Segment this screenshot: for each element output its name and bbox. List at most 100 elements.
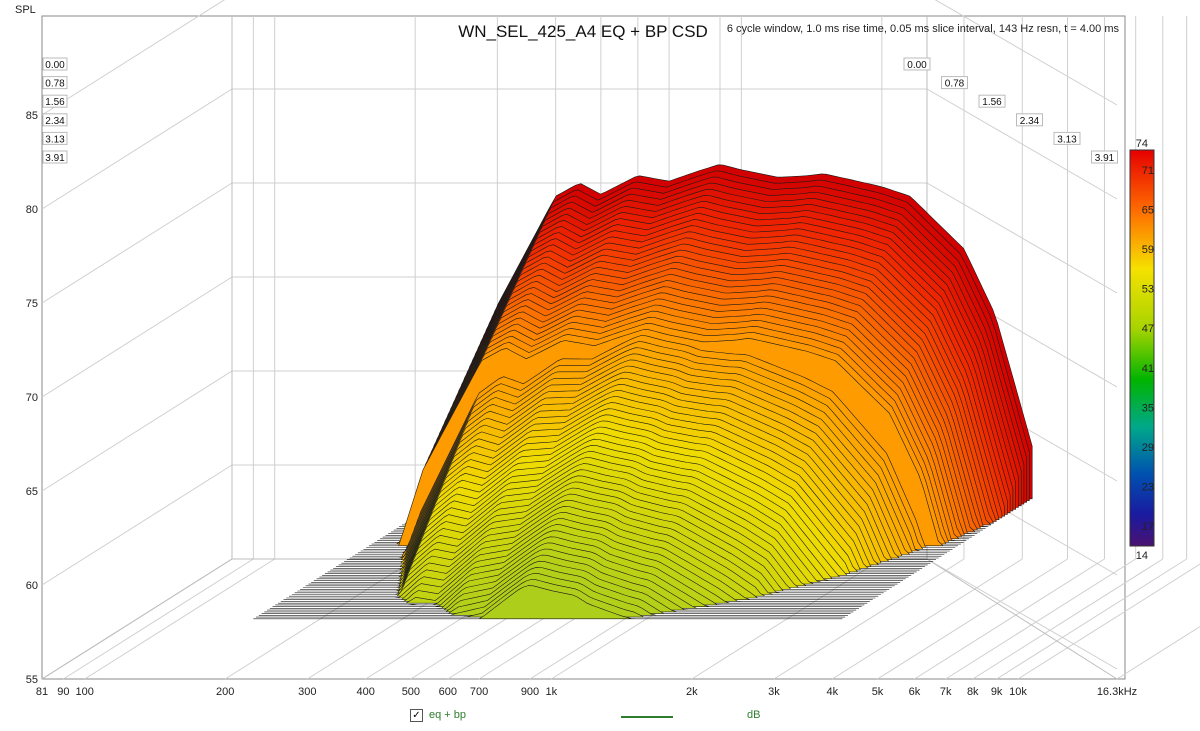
grid-line-right-spl (926, 558, 1118, 670)
time-label-right: 1.56 (982, 97, 1002, 108)
time-box-left (42, 131, 68, 145)
x-tick-label: 300 (298, 686, 316, 698)
colorbar-tick-label: 17 (1142, 521, 1154, 533)
x-tick-label: 16.3kHz (1097, 686, 1137, 698)
colorbar-tick-label: 23 (1142, 482, 1154, 494)
x-tick-label: 600 (439, 686, 457, 698)
grid-line-floor-freq (972, 558, 1164, 680)
time-box-left (42, 76, 68, 90)
grid-line-right-spl (926, 88, 1118, 200)
x-tick-label: 3k (768, 686, 780, 698)
legend-unit: dB (747, 709, 761, 721)
chart-title: WN_SEL_425_A4 EQ + BP CSD (458, 22, 708, 41)
time-label-right: 0.00 (907, 60, 927, 71)
y-tick-label: 85 (26, 110, 38, 122)
x-tick-label: 700 (470, 686, 488, 698)
grid-line-floor-freq (877, 558, 1068, 680)
floor-right-edge (926, 558, 1118, 680)
time-label-left: 0.78 (45, 79, 65, 90)
time-box-left (42, 57, 68, 71)
grid-line-floor-freq (84, 558, 275, 680)
csd-slice (253, 585, 843, 620)
time-label-left: 2.34 (45, 116, 65, 127)
x-tick-label: 4k (826, 686, 838, 698)
time-label-left: 3.13 (45, 134, 65, 145)
x-tick-label: 7k (940, 686, 952, 698)
grid-line-floor-freq (996, 558, 1187, 680)
grid-line-floor-freq (945, 558, 1136, 680)
legend: ✓ eq + bp dB (410, 707, 810, 727)
time-label-right: 2.34 (1020, 116, 1040, 127)
colorbar-tick-label: 59 (1142, 244, 1154, 256)
time-label-left: 0.00 (45, 60, 65, 71)
time-label-right: 3.91 (1095, 153, 1115, 164)
time-box-right (903, 57, 931, 71)
x-tick-label: 9k (991, 686, 1003, 698)
x-tick-label: 900 (521, 686, 539, 698)
y-tick-label: 70 (26, 392, 38, 404)
colorbar-tick-label: 35 (1142, 402, 1154, 414)
grid-line-left-spl (41, 88, 233, 210)
x-tick-label: 6k (909, 686, 921, 698)
x-tick-label: 8k (967, 686, 979, 698)
series-checkbox[interactable]: ✓ (410, 709, 423, 722)
time-label-right: 3.13 (1057, 134, 1077, 145)
x-tick-label: 500 (402, 686, 420, 698)
y-tick-label: 75 (26, 298, 38, 310)
colorbar-tick-label: 29 (1142, 442, 1154, 454)
x-tick-label: 2k (686, 686, 698, 698)
grid-line-floor-freq (832, 558, 1023, 680)
legend-series-name: eq + bp (429, 709, 467, 721)
time-label-left: 3.91 (45, 153, 65, 164)
y-tick-label: 65 (26, 486, 38, 498)
colorbar-tick-label: 47 (1142, 323, 1154, 335)
y-axis-label: SPL (15, 4, 36, 16)
colorbar: 74 71 65 59 53 47 41 35 29 23 17 14 (1129, 138, 1155, 562)
colorbar-gradient (1129, 149, 1155, 547)
grid-line-floor-freq (1116, 625, 1200, 680)
y-tick-label: 55 (26, 674, 38, 686)
x-tick-label: 90 (57, 686, 69, 698)
time-box-left (42, 94, 68, 108)
grid-line-left-spl (41, 464, 233, 586)
y-tick-label: 80 (26, 204, 38, 216)
grid-line-floor-freq (773, 558, 965, 680)
plot-frame (41, 15, 1126, 680)
time-box-right (1091, 150, 1118, 164)
axes: 81 90 100 200 300 400 500 600 700 900 1k 2k 3k 4k 5k 6k… (26, 110, 1137, 698)
time-box-left (42, 113, 68, 127)
grid-line-floor-freq (1017, 563, 1200, 680)
grid-line-left-spl (41, 0, 226, 116)
x-tick-label: 100 (76, 686, 94, 698)
time-box-right (978, 94, 1006, 108)
x-tick-label: 81 (36, 686, 48, 698)
grid-line-floor-freq (63, 558, 254, 680)
grid-line-right-spl (926, 182, 1118, 294)
time-box-right (1016, 113, 1043, 127)
floor-left-edge (41, 558, 233, 680)
waterfall-surface (253, 164, 1033, 620)
colorbar-tick-label: 74 (1136, 138, 1148, 150)
time-label-right: 0.78 (945, 79, 965, 90)
time-box-right (1053, 131, 1081, 145)
x-tick-label: 1k (546, 686, 558, 698)
grid-line-floor-freq (914, 558, 1105, 680)
time-slice-labels: 0.00 0.00 0.78 0.78 1.56 1.56 2.34 2.34 3.13 3.13… (42, 57, 1118, 164)
y-tick-label: 60 (26, 580, 38, 592)
time-box-right (941, 76, 968, 90)
colorbar-tick-label: 53 (1142, 284, 1154, 296)
x-tick-label: 400 (356, 686, 374, 698)
colorbar-tick-label: 41 (1142, 363, 1154, 375)
grid-line-left-spl (41, 370, 233, 492)
time-box-left (42, 150, 68, 164)
x-tick-label: 10k (1009, 686, 1027, 698)
x-tick-label: 200 (216, 686, 234, 698)
grid-line-right-spl (934, 0, 1118, 106)
time-label-left: 1.56 (45, 97, 65, 108)
colorbar-tick-label: 65 (1142, 204, 1154, 216)
colorbar-tick-label: 71 (1142, 165, 1154, 177)
legend-series-swatch (621, 716, 673, 718)
x-tick-label: 5k (872, 686, 884, 698)
grid-line-left-spl (41, 182, 233, 304)
